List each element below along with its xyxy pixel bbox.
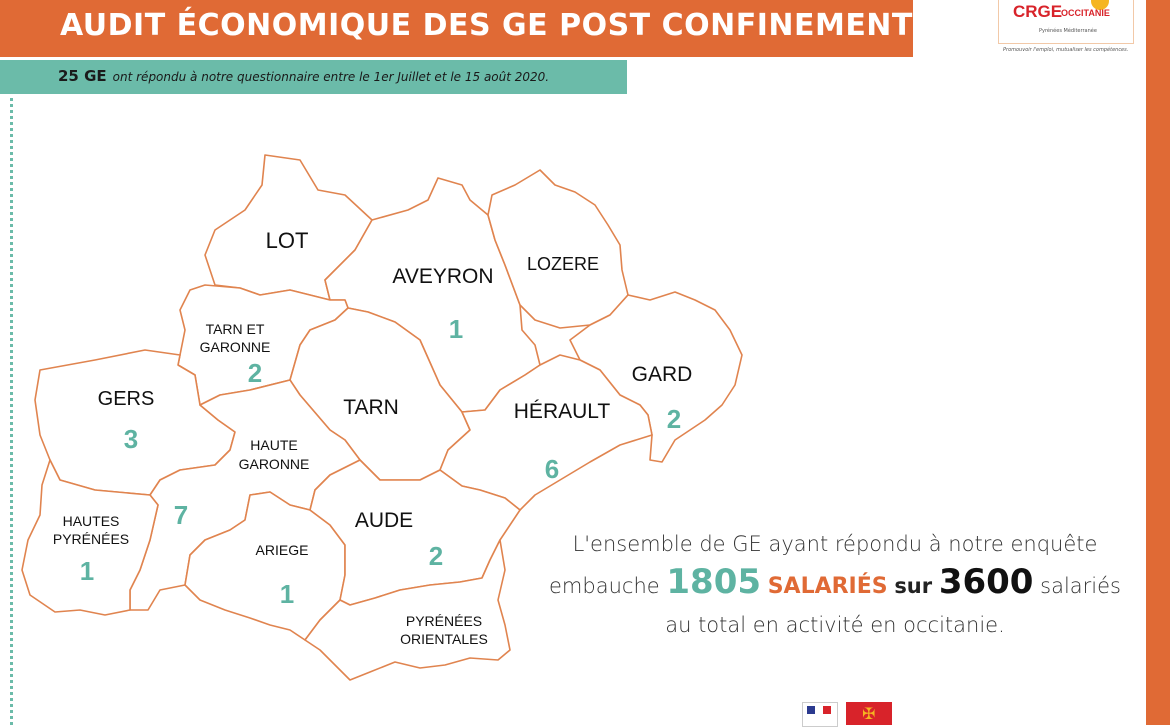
- caption-line-3: au total en activité en occitanie.: [665, 613, 1005, 637]
- dept-hautes-pyrenees: [21, 459, 159, 616]
- count-herault: 6: [545, 454, 559, 484]
- caption-line-2: embauche 1805 SALARIÉS sur 3600 salariés: [540, 563, 1130, 606]
- label-aude: AUDE: [355, 509, 413, 532]
- label-pyrenees-orientales-1: PYRÉNÉES: [406, 613, 482, 629]
- label-hautes-pyrenees-1: HAUTES: [63, 513, 120, 529]
- count-gers: 3: [124, 424, 138, 454]
- label-tarn: TARN: [343, 396, 399, 419]
- title-banner: [0, 0, 913, 57]
- label-lozere: LOZERE: [527, 254, 599, 274]
- label-lot: LOT: [266, 228, 309, 253]
- subtitle: 25 GE ont répondu à notre questionnaire e…: [58, 67, 549, 85]
- caption-total-count: 3600: [938, 562, 1034, 602]
- occitanie-flag-icon: ✠: [846, 702, 892, 725]
- count-gard: 2: [667, 404, 681, 434]
- label-haute-garonne-2: GARONNE: [239, 456, 310, 472]
- count-hautes-pyrenees: 1: [80, 556, 94, 586]
- count-haute-garonne: 7: [174, 500, 188, 530]
- label-gers: GERS: [98, 388, 155, 410]
- dotted-divider: [10, 98, 13, 725]
- label-ariege: ARIEGE: [256, 542, 309, 558]
- caption-salaries: salariés: [1040, 574, 1121, 598]
- subtitle-banner: [0, 60, 627, 94]
- caption-hired-count: 1805: [666, 562, 762, 602]
- caption-line-1: L'ensemble de GE ayant répondu à notre e…: [572, 532, 1098, 556]
- caption-sur: sur: [894, 574, 933, 598]
- dept-pyrenees-orientales: [304, 539, 511, 681]
- label-hautes-pyrenees-2: PYRÉNÉES: [53, 531, 129, 547]
- logo-region-text: Pyrénées Méditerranée: [1039, 28, 1097, 34]
- logo-tagline: Promouvoir l'emploi, mutualiser les comp…: [1003, 47, 1129, 53]
- sun-icon: [1091, 0, 1109, 10]
- right-stripe: [1146, 0, 1170, 725]
- caption-salaries-upper: SALARIÉS: [767, 574, 888, 599]
- label-aveyron: AVEYRON: [392, 265, 493, 288]
- logo-occitanie-text: OCCITANIE: [1061, 8, 1110, 18]
- label-haute-garonne-1: HAUTE: [250, 437, 297, 453]
- subtitle-lead: 25 GE: [58, 67, 107, 85]
- summary-caption: L'ensemble de GE ayant répondu à notre e…: [540, 525, 1130, 644]
- french-republic-logo-icon: [802, 702, 838, 727]
- caption-embauche: embauche: [549, 574, 660, 598]
- count-ariege: 1: [280, 579, 294, 609]
- label-pyrenees-orientales-2: ORIENTALES: [400, 631, 488, 647]
- dept-lozere: [487, 169, 629, 329]
- label-tarn-et-garonne-2: GARONNE: [200, 339, 271, 355]
- logo-crge-text: CRGE: [1013, 2, 1063, 21]
- count-aveyron: 1: [449, 314, 463, 344]
- page-title: AUDIT ÉCONOMIQUE DES GE POST CONFINEMENT: [60, 8, 913, 43]
- count-tarn-et-garonne: 2: [248, 358, 262, 388]
- label-herault: HÉRAULT: [514, 400, 611, 423]
- label-tarn-et-garonne-1: TARN ET: [206, 321, 265, 337]
- subtitle-rest: ont répondu à notre questionnaire entre …: [112, 70, 550, 84]
- crge-logo: CRGE OCCITANIE Pyrénées Méditerranée: [998, 0, 1134, 44]
- label-gard: GARD: [632, 363, 693, 386]
- count-aude: 2: [429, 541, 443, 571]
